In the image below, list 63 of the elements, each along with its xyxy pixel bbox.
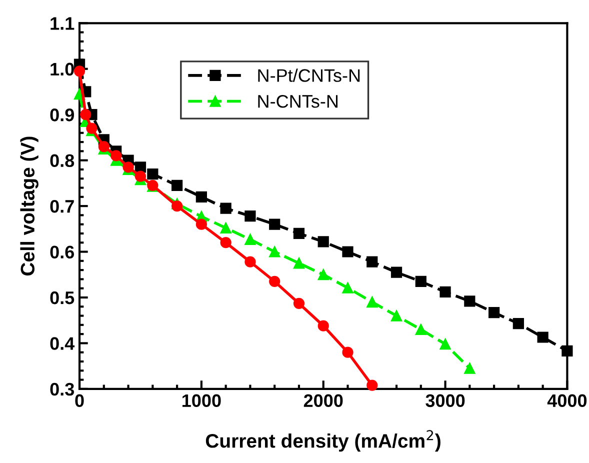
point bbox=[269, 276, 280, 288]
point bbox=[318, 236, 329, 248]
point bbox=[366, 380, 378, 391]
point bbox=[244, 234, 256, 245]
point bbox=[293, 298, 305, 309]
y-tick-label: 0.8 bbox=[50, 154, 74, 168]
point bbox=[415, 324, 426, 336]
y-tick-label: 0.3 bbox=[50, 382, 74, 396]
x-tick-label: 1000 bbox=[182, 394, 221, 408]
point bbox=[171, 200, 183, 212]
point bbox=[171, 180, 183, 192]
point bbox=[390, 266, 402, 278]
point bbox=[293, 228, 305, 240]
point bbox=[122, 162, 134, 173]
x-tick-label: 4000 bbox=[547, 394, 587, 408]
point bbox=[196, 191, 207, 202]
point bbox=[440, 338, 451, 350]
x-tick-label: 0 bbox=[75, 394, 84, 408]
point bbox=[464, 362, 476, 374]
point bbox=[244, 256, 256, 268]
point bbox=[269, 246, 280, 258]
point bbox=[134, 162, 146, 173]
y-tick-label: 0.9 bbox=[50, 108, 74, 122]
point bbox=[220, 237, 232, 248]
point bbox=[342, 346, 354, 358]
point bbox=[415, 276, 426, 288]
point bbox=[440, 286, 451, 298]
legend-label: N-CNTs-N bbox=[258, 94, 338, 108]
point bbox=[74, 66, 86, 77]
point bbox=[196, 218, 207, 230]
point bbox=[244, 210, 256, 222]
x-tick-label: 2000 bbox=[304, 394, 343, 408]
point bbox=[390, 310, 402, 322]
point bbox=[86, 122, 98, 134]
point bbox=[366, 256, 378, 268]
point bbox=[488, 307, 500, 318]
point bbox=[318, 269, 329, 280]
y-tick-label: 0.4 bbox=[50, 337, 75, 350]
point bbox=[293, 258, 305, 269]
point bbox=[134, 170, 146, 182]
point bbox=[110, 150, 122, 162]
point bbox=[537, 332, 548, 343]
x-tick-label: 3000 bbox=[426, 394, 465, 408]
y-tick-label: 0.7 bbox=[50, 200, 74, 213]
legend-label: N-Pt/CNTs-N bbox=[258, 68, 360, 82]
y-tick-label: 0.6 bbox=[50, 246, 74, 258]
y-tick-label: 1.0 bbox=[50, 62, 74, 76]
point bbox=[220, 202, 232, 214]
point bbox=[147, 168, 158, 180]
point bbox=[269, 218, 280, 230]
point bbox=[366, 296, 378, 308]
y-tick-label: 0.5 bbox=[50, 291, 74, 304]
point bbox=[220, 222, 232, 234]
point bbox=[512, 318, 524, 330]
point bbox=[318, 320, 329, 332]
point bbox=[562, 345, 573, 357]
y-axis-title: Cell voltage (V) bbox=[20, 136, 38, 276]
point bbox=[464, 296, 476, 307]
point bbox=[80, 109, 92, 120]
x-axis-title: Current density (mA/cm$^{2}$) bbox=[206, 430, 440, 452]
point bbox=[342, 246, 354, 258]
point bbox=[342, 282, 354, 294]
y-tick-label: 1.1 bbox=[50, 17, 74, 30]
